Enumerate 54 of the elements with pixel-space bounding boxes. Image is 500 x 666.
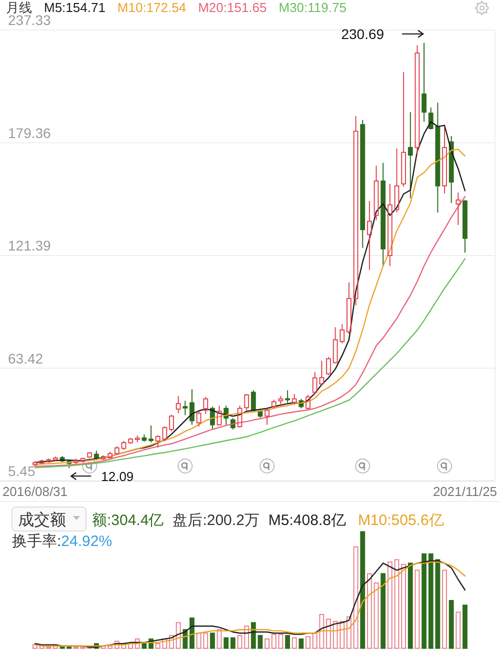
bar	[258, 634, 263, 649]
text: M20:151.65	[198, 0, 267, 15]
bar	[353, 546, 358, 649]
bar	[414, 570, 420, 649]
bar	[306, 636, 310, 649]
bar	[224, 637, 229, 649]
y-tick-label: 5.45	[8, 463, 36, 479]
y-tick-label: 63.42	[8, 350, 44, 366]
bar	[298, 638, 304, 649]
bar	[271, 634, 276, 649]
bar	[292, 637, 297, 649]
chart-title: 月线	[6, 0, 32, 15]
text: 盘后:200.2万	[172, 512, 260, 529]
bar	[230, 637, 236, 649]
bar	[380, 573, 386, 649]
text: M5:408.8亿	[268, 512, 346, 529]
bar	[142, 643, 147, 649]
y-tick-label: 121.39	[8, 238, 52, 254]
x-tick-label: 2016/08/31	[2, 484, 68, 499]
bar	[462, 604, 468, 649]
annotation: 12.09	[101, 469, 134, 484]
bar	[326, 618, 331, 649]
bar	[442, 570, 447, 649]
chart-subtitle: 换手率:24.92%	[12, 533, 112, 550]
bar	[250, 622, 256, 649]
y-tick-label: 237.33	[8, 12, 52, 28]
bar	[32, 644, 38, 649]
bar	[237, 634, 242, 649]
x-tick-label: 2021/11/25	[432, 484, 498, 499]
text: 额:304.4亿	[92, 512, 164, 529]
bar	[244, 626, 250, 649]
bar	[108, 645, 113, 649]
bar	[346, 616, 352, 649]
bar	[366, 573, 372, 649]
chart-title: 成交额	[18, 511, 66, 529]
bar	[401, 564, 406, 649]
bar	[408, 562, 413, 649]
text: M10:172.54	[117, 0, 186, 15]
bar	[190, 617, 194, 649]
bar	[285, 634, 290, 649]
y-tick-label: 179.36	[8, 124, 52, 141]
bar	[448, 600, 454, 649]
bar	[210, 632, 215, 649]
bar	[360, 531, 366, 649]
text: M10:505.6亿	[358, 512, 444, 529]
text: M30:119.75	[278, 0, 346, 15]
bar	[422, 553, 427, 649]
text: M5:154.71	[44, 0, 106, 15]
annotation: 230.69	[341, 26, 384, 42]
bar	[374, 582, 379, 649]
bar	[456, 612, 461, 649]
bar	[278, 634, 284, 649]
bar	[387, 562, 392, 649]
bar	[264, 638, 270, 649]
